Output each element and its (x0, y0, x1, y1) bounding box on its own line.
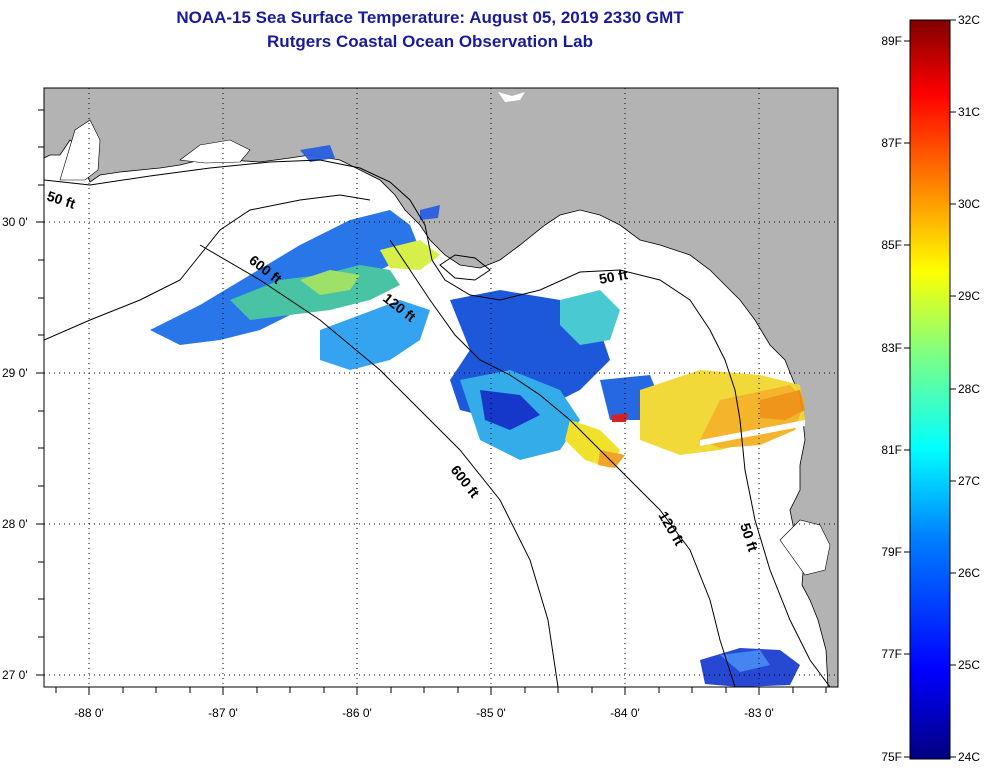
lat-label: 30 0' (2, 215, 28, 229)
bay-water (59, 119, 101, 181)
colorbar: 89F 87F 85F 83F 81F 79F 77F 75F 32C 31C … (881, 13, 980, 764)
colorbar-f-label: 75F (881, 750, 902, 764)
colorbar-c-label: 27C (958, 474, 980, 488)
colorbar-c-label: 28C (958, 382, 980, 396)
colorbar-f-label: 79F (881, 545, 902, 559)
lat-label: 27 0' (2, 668, 28, 682)
lon-label: -83 0' (744, 706, 774, 720)
lake-water (498, 92, 525, 102)
bay-water (779, 519, 831, 576)
colorbar-f-label: 87F (881, 136, 902, 150)
colorbar-f-label: 81F (881, 443, 902, 457)
colorbar-c-label: 31C (958, 105, 980, 119)
lon-label: -86 0' (342, 706, 372, 720)
plot-frame (43, 87, 839, 688)
bay-water (179, 139, 251, 164)
longitude-labels: -88 0' -87 0' -86 0' -85 0' -84 0' -83 0… (74, 706, 774, 720)
axis-ticks (36, 109, 827, 695)
lon-label: -84 0' (610, 706, 640, 720)
lon-label: -87 0' (208, 706, 238, 720)
land-mass (44, 88, 838, 687)
isobath-lines (44, 159, 831, 687)
colorbar-c-label: 24C (958, 750, 980, 764)
lon-label: -85 0' (476, 706, 506, 720)
colorbar-c-label: 26C (958, 566, 980, 580)
map-subtitle: Rutgers Coastal Ocean Observation Lab (267, 32, 593, 51)
lat-label: 29 0' (2, 366, 28, 380)
colorbar-c-label: 30C (958, 197, 980, 211)
lat-label: 28 0' (2, 517, 28, 531)
colorbar-f-label: 77F (881, 647, 902, 661)
colorbar-c-label: 29C (958, 289, 980, 303)
map-title: NOAA-15 Sea Surface Temperature: August … (176, 8, 684, 27)
colorbar-f-label: 83F (881, 341, 902, 355)
colorbar-gradient (909, 19, 951, 760)
colorbar-f-label: 89F (881, 34, 902, 48)
colorbar-c-label: 32C (958, 13, 980, 27)
colorbar-c-label: 25C (958, 658, 980, 672)
colorbar-f-label: 85F (881, 238, 902, 252)
contour-label: 50 ft (598, 266, 629, 287)
lon-label: -88 0' (74, 706, 104, 720)
latitude-labels: 30 0' 29 0' 28 0' 27 0' (2, 215, 28, 682)
sst-patches (150, 145, 805, 687)
